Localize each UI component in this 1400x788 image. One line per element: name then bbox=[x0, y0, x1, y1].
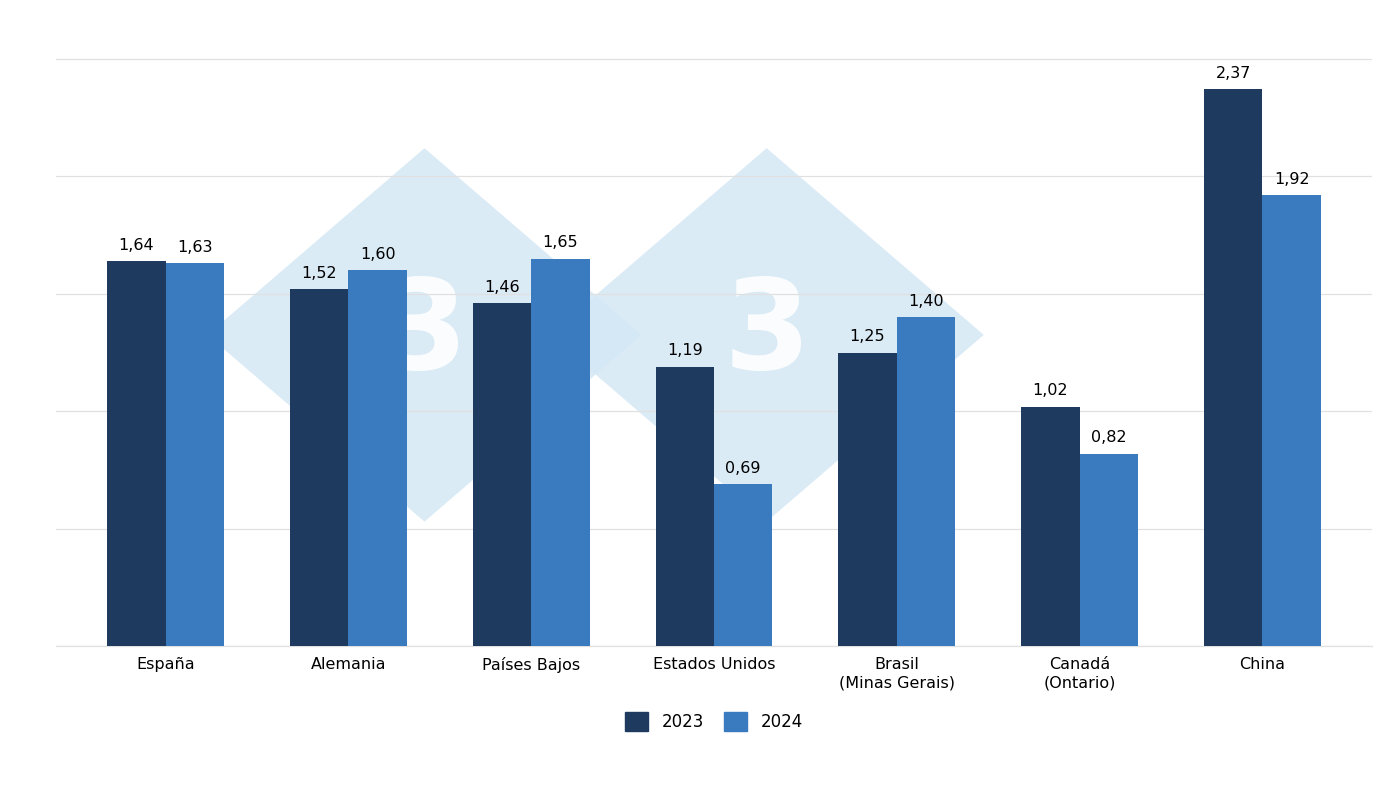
Text: 1,02: 1,02 bbox=[1032, 383, 1068, 398]
Text: 0,69: 0,69 bbox=[725, 461, 762, 476]
Text: 1,25: 1,25 bbox=[850, 329, 885, 344]
Text: 3: 3 bbox=[381, 274, 468, 396]
Text: 1,65: 1,65 bbox=[543, 236, 578, 251]
Text: 1,52: 1,52 bbox=[301, 266, 337, 281]
Text: 0,82: 0,82 bbox=[1091, 430, 1127, 445]
Text: 1,46: 1,46 bbox=[484, 280, 519, 295]
Bar bbox=[108, 261, 165, 646]
Bar bbox=[1263, 195, 1320, 646]
Bar bbox=[1079, 454, 1138, 646]
Text: 1,40: 1,40 bbox=[909, 294, 944, 309]
Legend: 2023, 2024: 2023, 2024 bbox=[619, 704, 809, 738]
Bar bbox=[714, 484, 773, 646]
Text: 2,37: 2,37 bbox=[1215, 66, 1250, 81]
Text: 1,19: 1,19 bbox=[666, 344, 703, 359]
Text: 1,60: 1,60 bbox=[360, 247, 396, 262]
Bar bbox=[473, 303, 531, 646]
Text: 1,64: 1,64 bbox=[119, 238, 154, 253]
Bar bbox=[655, 366, 714, 646]
Bar bbox=[290, 289, 349, 646]
Polygon shape bbox=[549, 148, 984, 522]
Bar bbox=[839, 352, 897, 646]
Text: 3: 3 bbox=[724, 274, 811, 396]
Bar bbox=[349, 270, 407, 646]
Polygon shape bbox=[207, 148, 641, 522]
Text: 1,92: 1,92 bbox=[1274, 172, 1309, 187]
Bar bbox=[531, 258, 589, 646]
Bar bbox=[897, 318, 955, 646]
Bar bbox=[165, 263, 224, 646]
Text: 1,63: 1,63 bbox=[178, 240, 213, 255]
Bar bbox=[1204, 89, 1263, 646]
Bar bbox=[1021, 407, 1079, 646]
